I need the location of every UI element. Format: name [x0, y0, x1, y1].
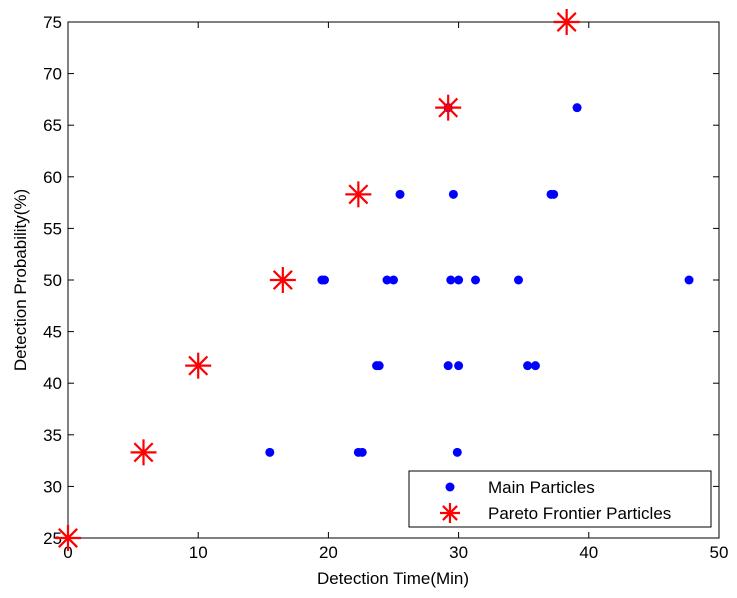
main-particle-point: [454, 361, 464, 371]
y-tick-label: 35: [43, 426, 62, 445]
x-tick-label: 10: [189, 543, 208, 562]
main-particle-point: [265, 447, 275, 457]
main-particle-point: [448, 189, 458, 199]
x-tick-label: 20: [319, 543, 338, 562]
y-tick-label: 40: [43, 374, 62, 393]
legend-marker-main: [445, 482, 455, 492]
pareto-frontier-point: [55, 525, 81, 551]
pareto-frontier-point: [130, 439, 157, 466]
axis-ticks: 0 10 20 30 40 50 25 30 35 40 45 50 55 60 65 70 75: [43, 13, 728, 562]
x-axis-label: Detection Time(Min): [317, 569, 469, 588]
main-particle-point: [395, 189, 405, 199]
main-particle-point: [357, 447, 367, 457]
main-particle-point: [382, 275, 392, 285]
x-tick-label: 0: [63, 543, 72, 562]
main-particle-point: [513, 275, 523, 285]
y-tick-label: 70: [43, 65, 62, 84]
main-particle-point: [446, 275, 456, 285]
main-particle-point: [454, 275, 464, 285]
main-particle-point: [530, 361, 540, 371]
main-particle-point: [319, 275, 329, 285]
main-particle-point: [549, 189, 559, 199]
pareto-frontier-point: [185, 352, 212, 379]
main-particle-point: [471, 275, 481, 285]
y-tick-label: 60: [43, 168, 62, 187]
y-axis-label: Detection Probability(%): [11, 189, 30, 371]
y-tick-label: 50: [43, 271, 62, 290]
y-tick-label: 25: [43, 529, 62, 548]
pareto-frontier-point: [435, 94, 462, 121]
main-particle-point: [572, 103, 582, 113]
y-tick-label: 45: [43, 323, 62, 342]
legend: Main Particles Pareto Frontier Particles: [408, 470, 712, 528]
pareto-frontier-point: [345, 181, 372, 208]
pareto-frontier-point: [269, 267, 296, 293]
main-particle-point: [523, 361, 533, 371]
main-particle-point: [374, 361, 384, 371]
legend-box: [408, 470, 712, 528]
data-points: [55, 9, 694, 551]
y-tick-label: 65: [43, 116, 62, 135]
legend-label: Pareto Frontier Particles: [488, 504, 671, 523]
x-tick-label: 40: [579, 543, 598, 562]
y-tick-label: 75: [43, 13, 62, 32]
legend-marker-pareto: [440, 503, 460, 523]
legend-label: Main Particles: [488, 478, 595, 497]
y-tick-label: 55: [43, 219, 62, 238]
main-particle-point: [389, 275, 398, 285]
y-tick-label: 30: [43, 477, 62, 496]
main-particle-point: [443, 361, 453, 371]
x-tick-label: 30: [449, 543, 468, 562]
pareto-frontier-point: [553, 9, 580, 35]
x-tick-label: 50: [710, 543, 729, 562]
main-particle-point: [684, 275, 694, 285]
main-particle-point: [452, 447, 462, 457]
